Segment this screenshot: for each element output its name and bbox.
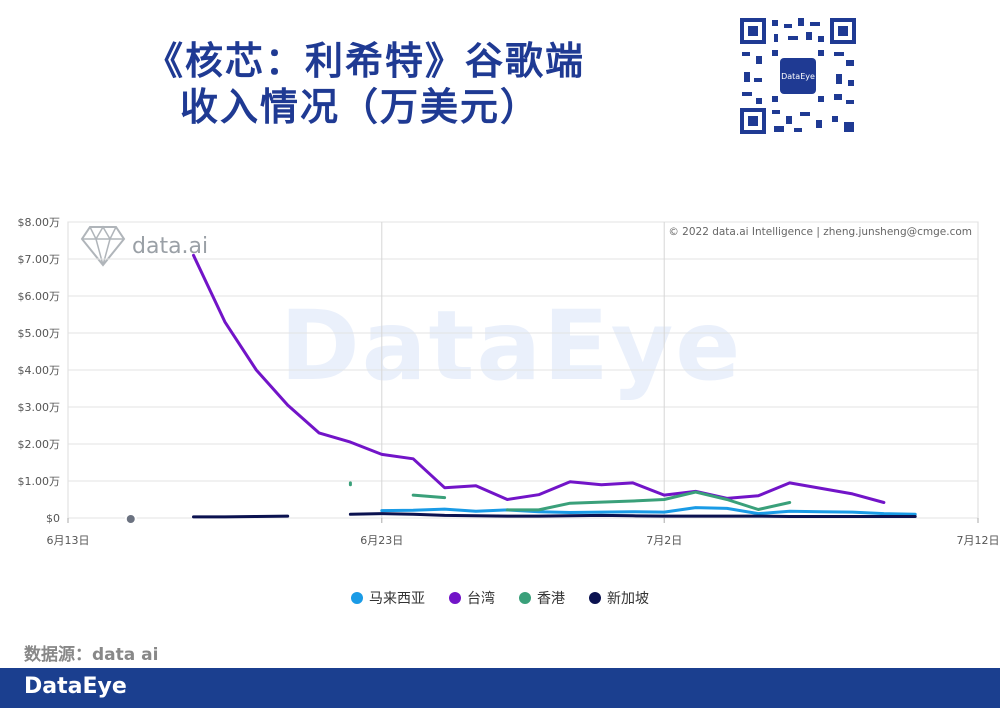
legend-label: 马来西亚 [369,591,425,607]
legend-swatch [351,592,363,604]
diamond-icon [80,225,126,267]
x-tick-label: 6月23日 [360,534,403,547]
legend-label: 香港 [537,591,565,607]
copyright-text: © 2022 data.ai Intelligence | zheng.juns… [668,226,972,238]
qr-code: DataEye [738,16,858,136]
x-tick-label: 7月2日 [646,534,682,547]
series-line-0 [380,506,917,516]
watermark-big: DataEye [280,290,743,402]
legend-item-1[interactable]: 台湾 [449,588,495,608]
qr-center-label: DataEye [781,72,815,81]
y-tick-label: $4.00万 [18,364,61,377]
footer-bar: DataEye [0,668,1000,708]
series-line-2 [411,493,447,500]
series-line-2 [505,490,792,512]
series-line-3 [192,514,290,519]
legend-item-3[interactable]: 新加坡 [589,588,649,608]
legend-label: 新加坡 [607,591,649,607]
series-line-3 [348,512,917,518]
y-tick-label: $2.00万 [18,438,61,451]
brand-watermark: data.ai [80,225,208,267]
y-tick-label: $1.00万 [18,475,61,488]
y-tick-label: $8.00万 [18,216,61,229]
legend-swatch [519,592,531,604]
chart-legend: 马来西亚 台湾 香港 新加坡 [0,588,1000,608]
brand-watermark-text: data.ai [132,233,209,259]
page-subtitle: 收入情况（万美元） [179,85,540,129]
data-source: 数据源：data ai [24,645,159,665]
page-title: 《核芯：利希特》谷歌端 [144,39,585,83]
footer-logo: DataEye [24,674,127,699]
y-tick-label: $3.00万 [18,401,61,414]
x-tick-label: 6月13日 [47,534,90,547]
legend-swatch [589,592,601,604]
y-tick-label: $0 [46,512,60,525]
legend-swatch [449,592,461,604]
legend-label: 台湾 [467,591,495,607]
x-tick-label: 7月12日 [957,534,1000,547]
y-tick-label: $5.00万 [18,327,61,340]
y-tick-label: $6.00万 [18,290,61,303]
origin-marker [124,513,137,525]
legend-item-2[interactable]: 香港 [519,588,565,608]
legend-item-0[interactable]: 马来西亚 [351,588,425,608]
y-tick-label: $7.00万 [18,253,61,266]
